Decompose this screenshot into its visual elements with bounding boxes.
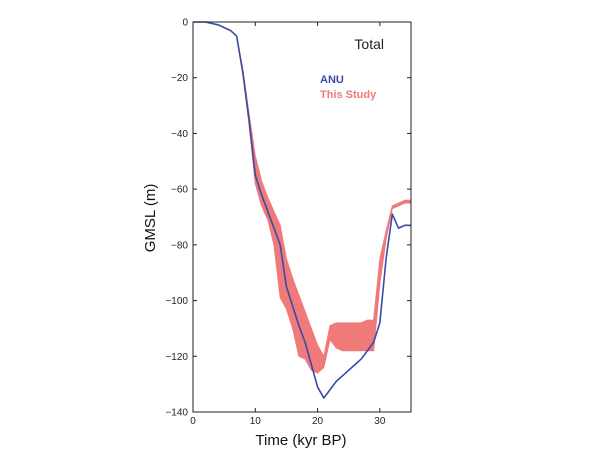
y-tick-label: −100: [165, 296, 188, 307]
anu-line: [193, 21, 411, 399]
y-tick-label: −120: [165, 352, 188, 363]
anu-line-layer: [193, 21, 411, 399]
this-study-band: [192, 21, 412, 374]
y-tick-label: −40: [171, 129, 188, 140]
y-tick-label: −60: [171, 185, 188, 196]
y-axis-label: GMSL (m): [142, 184, 159, 253]
x-tick-label: 10: [250, 416, 262, 427]
x-tick-label: 30: [374, 416, 386, 427]
y-tick-label: −20: [171, 73, 188, 84]
x-tick-label: 20: [312, 416, 324, 427]
x-tick-label: 0: [190, 416, 196, 427]
panel-annotation: Total: [354, 36, 384, 52]
y-tick-label: −140: [165, 408, 188, 419]
y-tick-label: −80: [171, 240, 188, 251]
plot-frame: [192, 21, 412, 413]
legend-anu: ANU: [320, 74, 344, 86]
tick-layer: 0 10 20 30 0 −20 −40 −60 −80 −100 −120 −140: [165, 18, 411, 427]
this-study-band-layer: [192, 21, 412, 374]
y-tick-label: 0: [182, 18, 188, 29]
x-axis-label: Time (kyr BP): [255, 432, 346, 449]
legend-this-study: This Study: [320, 89, 377, 101]
